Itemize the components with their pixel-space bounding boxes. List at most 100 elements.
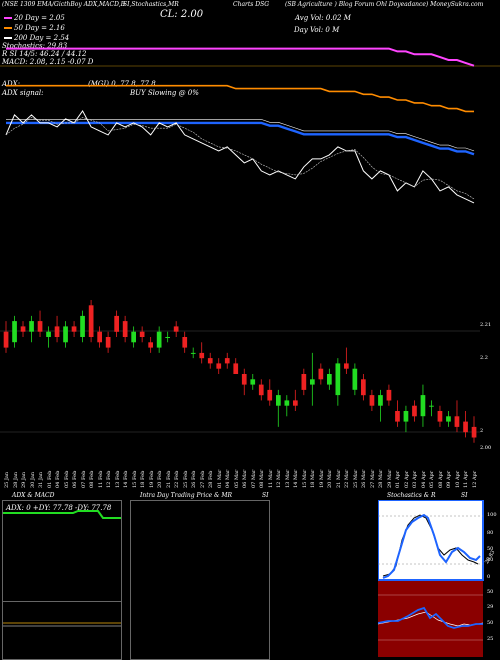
date-tick: 04 Apr bbox=[420, 470, 427, 488]
macd-lines bbox=[3, 622, 121, 627]
date-tick: 02 Apr bbox=[403, 470, 410, 488]
candle-body bbox=[63, 326, 68, 343]
date-tick: 11 Apr bbox=[463, 470, 470, 488]
date-tick: 07 Mar bbox=[250, 469, 257, 488]
candle-body bbox=[54, 326, 60, 337]
date-tick: 25 Mar bbox=[352, 469, 359, 488]
candle-body bbox=[429, 405, 434, 407]
ema50-label: 50 Day = 2.16 bbox=[14, 24, 65, 32]
candle-body bbox=[20, 326, 26, 332]
date-tick: 13 Mar bbox=[284, 469, 291, 488]
date-tick: 12 Mar bbox=[276, 469, 283, 488]
ema20-label: 20 Day = 2.05 bbox=[14, 14, 65, 22]
rsi-line: R SI 14/5: 46.24 / 44.12 bbox=[2, 50, 87, 58]
candle-body bbox=[114, 315, 119, 332]
date-tick: 13 Feb bbox=[114, 470, 121, 488]
date-tick: 04 Feb bbox=[55, 470, 62, 488]
rsi-tick-2: 29 bbox=[487, 604, 494, 610]
rsi-tick-1: 50 bbox=[487, 589, 494, 595]
candle-body bbox=[148, 342, 153, 348]
stoch-tick-0: 0 bbox=[487, 574, 491, 580]
date-tick: 06 Feb bbox=[72, 470, 79, 488]
date-tick: 30 Jan bbox=[29, 471, 36, 488]
candle-body bbox=[105, 337, 111, 348]
candle-body bbox=[71, 326, 77, 332]
rsi-tick-4: 25 bbox=[487, 636, 494, 642]
candle-body bbox=[122, 321, 128, 337]
candle-body bbox=[97, 331, 102, 343]
date-tick: 08 Mar bbox=[259, 469, 266, 488]
candle-body bbox=[386, 389, 392, 401]
date-tick: 07 Feb bbox=[80, 470, 87, 488]
stoch-tick-100: 100 bbox=[487, 512, 497, 518]
stoch-tick-20: 20 bbox=[487, 557, 494, 563]
candle-body bbox=[190, 352, 196, 354]
date-tick: 19 Feb bbox=[148, 470, 155, 488]
candle-body bbox=[395, 411, 400, 422]
candle-body bbox=[327, 374, 332, 385]
candle-body bbox=[88, 305, 94, 337]
adx-lines bbox=[3, 510, 121, 519]
ema-legend-200: 200 Day = 2.54 bbox=[2, 34, 93, 42]
candle-body bbox=[293, 400, 298, 406]
price-tick-3: 2 bbox=[480, 428, 484, 434]
stoch-panel-si: SI bbox=[461, 492, 468, 499]
adx-panel-title: ADX & MACD bbox=[12, 492, 55, 499]
candle-body bbox=[352, 368, 358, 390]
date-tick: 29 Mar bbox=[386, 469, 393, 488]
ema-legend: 20 Day = 2.05 50 Day = 2.16 200 Day = 2.… bbox=[2, 14, 93, 66]
candle-body bbox=[139, 331, 145, 337]
header-center: SI,Stochastics,MR bbox=[123, 1, 179, 8]
date-tick: 08 Apr bbox=[437, 470, 444, 488]
ema200-swatch bbox=[4, 37, 12, 39]
date-tick: 22 Feb bbox=[174, 470, 181, 488]
candle-body bbox=[471, 426, 477, 438]
date-tick: 28 Mar bbox=[378, 469, 385, 488]
candle-body bbox=[199, 352, 205, 359]
rsi-line-blue bbox=[378, 606, 483, 629]
date-tick: 12 Apr bbox=[472, 470, 478, 488]
candle-body bbox=[267, 389, 273, 401]
candle-body bbox=[241, 374, 247, 385]
date-tick: 25 Jan bbox=[4, 471, 10, 488]
candle-body bbox=[310, 379, 315, 385]
candle-body bbox=[301, 374, 307, 390]
rsi-tick-3: 50 bbox=[487, 620, 494, 626]
stoch-panel-title: Stochastics & R bbox=[387, 492, 436, 499]
candle-body bbox=[420, 395, 426, 417]
candle-body bbox=[37, 321, 43, 332]
adx-readout: ADX: 0 +DY: 77.78 -DY: 77.78 bbox=[6, 504, 112, 512]
date-tick: 29 Jan bbox=[21, 471, 28, 488]
candle-body bbox=[276, 395, 281, 406]
price-tick-4: 2.00 bbox=[480, 445, 492, 451]
date-tick: 20 Mar bbox=[327, 469, 334, 488]
date-tick: 09 Apr bbox=[446, 470, 453, 488]
date-tick: 12 Feb bbox=[106, 470, 113, 488]
candle-body bbox=[361, 379, 366, 396]
date-tick: 26 Feb bbox=[191, 470, 198, 488]
candle-body bbox=[463, 421, 468, 433]
date-tick: 11 Feb bbox=[97, 470, 104, 488]
adx-panel: ADX: 0 +DY: 77.78 -DY: 77.78 bbox=[2, 500, 122, 660]
rsi-bg bbox=[378, 581, 483, 657]
intraday-panel-title: Intra Day Trading Price & MR bbox=[140, 492, 233, 499]
ema50-swatch bbox=[4, 27, 12, 29]
date-tick: 18 Mar bbox=[310, 469, 317, 488]
candle-body bbox=[165, 337, 170, 338]
candle-body bbox=[258, 384, 264, 396]
close-label: CL: 2.00 bbox=[160, 9, 204, 20]
avg-vol-label: Avg Vol: 0.02 M bbox=[295, 14, 351, 22]
date-tick: 27 Mar bbox=[369, 469, 376, 488]
date-tick: 04 Mar bbox=[225, 469, 232, 488]
ema-legend-20: 20 Day = 2.05 bbox=[2, 14, 93, 22]
candle-body bbox=[182, 337, 188, 348]
candle-body bbox=[344, 363, 349, 369]
candle-body bbox=[412, 405, 417, 417]
close-price-line bbox=[5, 109, 475, 204]
date-tick: 01 Mar bbox=[216, 469, 223, 488]
date-tick: 15 Mar bbox=[301, 469, 308, 488]
mgi-label: (MGI) 0, 77.8, 77.8 bbox=[88, 80, 156, 88]
candle-body bbox=[378, 395, 383, 406]
ema20-line bbox=[6, 47, 475, 67]
header-symbol: Charts DSG bbox=[233, 1, 270, 8]
